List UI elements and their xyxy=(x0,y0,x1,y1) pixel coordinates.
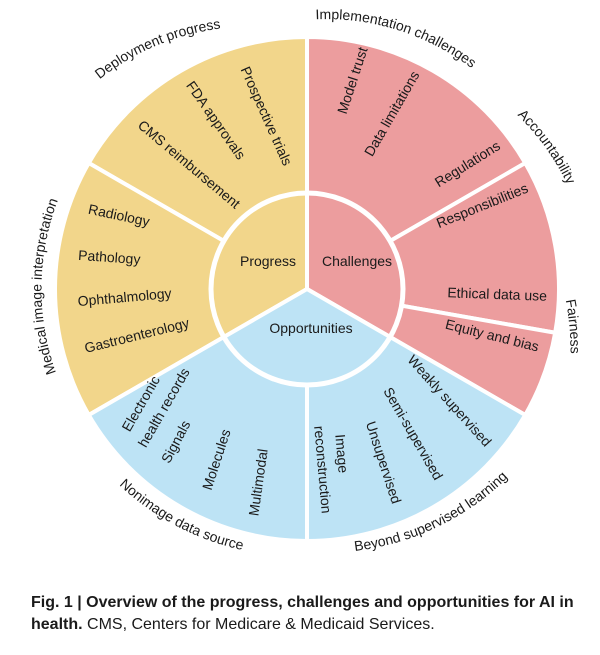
outer-label-fairness-text: Fairness xyxy=(563,298,584,354)
caption-bold: Fig. 1 | Overview of the progress, chall… xyxy=(31,594,574,633)
center-label-opportunities: Opportunities xyxy=(269,320,352,336)
item-image-reconstruction-line2: reconstruction xyxy=(311,425,335,514)
wheel-sectors xyxy=(53,34,561,544)
caption-text: CMS, Centers for Medicare & Medicaid Ser… xyxy=(82,616,435,633)
item-pathology: Pathology xyxy=(78,247,141,267)
center-label-progress: Progress xyxy=(240,253,296,269)
item-image-reconstruction-line1: Image xyxy=(332,433,351,473)
item-ethical-data-use: Ethical data use xyxy=(447,284,547,303)
center-label-challenges: Challenges xyxy=(322,253,392,269)
inner-ring xyxy=(208,190,406,388)
figure-caption: Fig. 1 | Overview of the progress, chall… xyxy=(31,592,576,636)
outer-label-fairness: Fairness xyxy=(563,298,584,354)
ai-health-wheel-diagram: Progress Challenges Opportunities Deploy… xyxy=(28,6,584,554)
